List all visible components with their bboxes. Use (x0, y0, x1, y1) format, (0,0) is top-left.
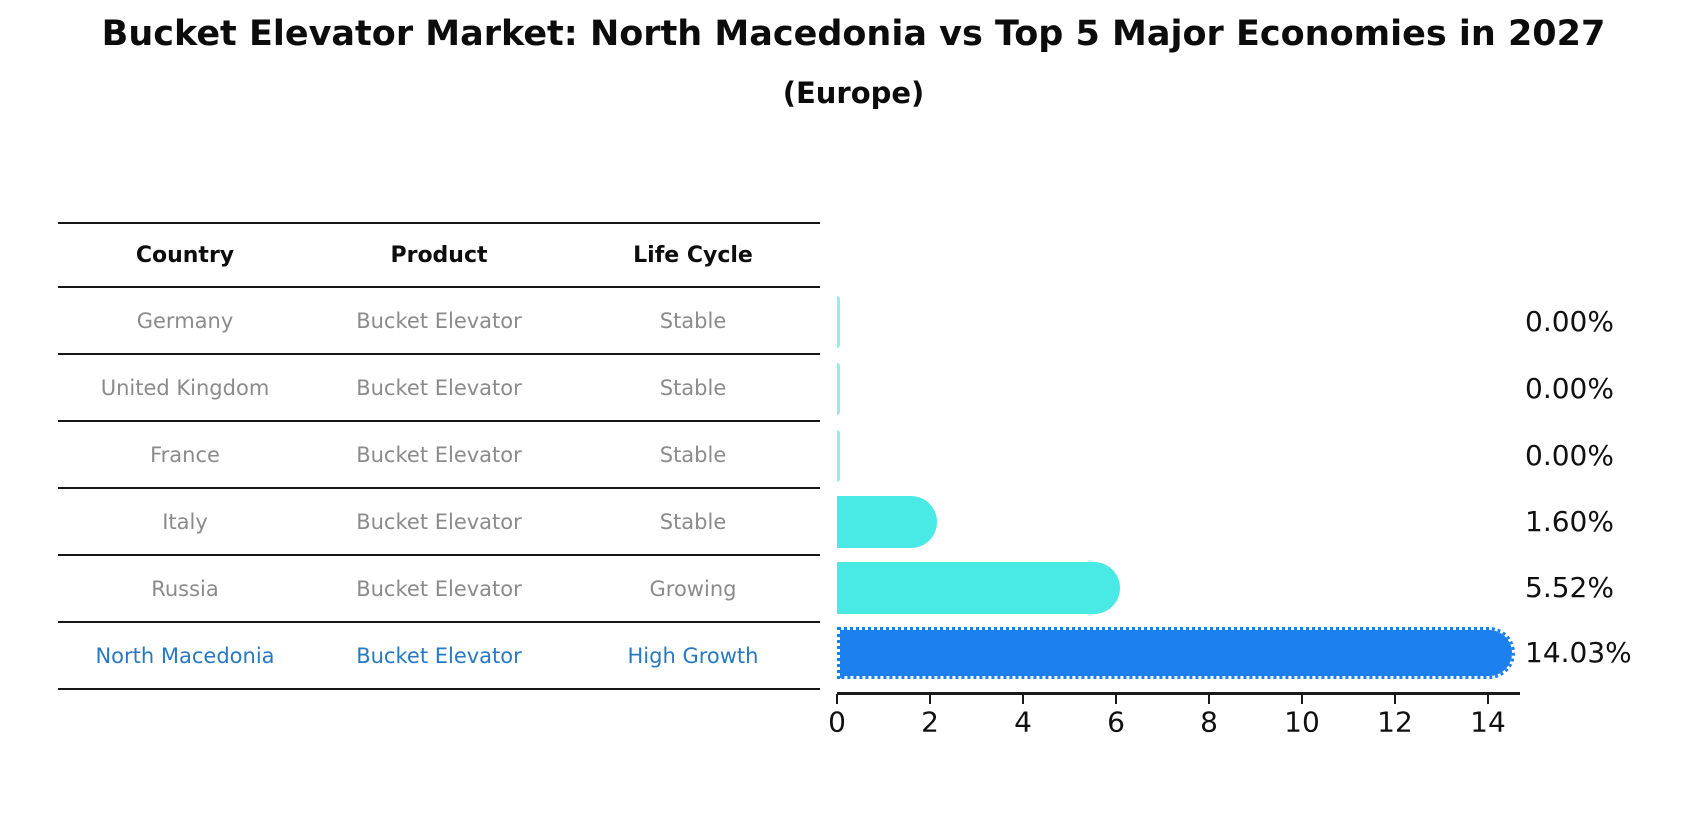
cell-country: France (150, 442, 220, 467)
x-tick-label: 12 (1377, 705, 1413, 739)
cell-country: North Macedonia (95, 643, 275, 668)
cell-life-cycle: High Growth (627, 643, 759, 668)
table-row-italy: Italy Bucket Elevator Stable (58, 489, 820, 556)
table-row-germany: Germany Bucket Elevator Stable (58, 288, 820, 355)
cell-product: Bucket Elevator (356, 643, 522, 668)
chart-subtitle: (Europe) (782, 76, 925, 110)
cell-product: Bucket Elevator (356, 442, 522, 467)
x-tick-mark (1394, 694, 1396, 704)
cell-product: Bucket Elevator (356, 308, 522, 333)
bar-value-label: 1.60% (1525, 504, 1614, 538)
bar-germany (837, 296, 840, 348)
bar-value-label: 0.00% (1525, 371, 1614, 405)
x-tick-label: 2 (921, 705, 939, 739)
bar-france (837, 430, 840, 482)
cell-product: Bucket Elevator (356, 509, 522, 534)
x-tick-mark (1301, 694, 1303, 704)
x-tick-label: 8 (1200, 705, 1218, 739)
table-row-russia: Russia Bucket Elevator Growing (58, 556, 820, 623)
bar-italy (837, 496, 938, 548)
cell-life-cycle: Stable (659, 375, 727, 400)
x-axis-line (837, 692, 1520, 695)
col-header-product: Product (390, 242, 488, 268)
x-tick-label: 14 (1470, 705, 1506, 739)
cell-life-cycle: Stable (659, 509, 727, 534)
bar-value-label: 14.03% (1525, 635, 1632, 669)
cell-life-cycle: Stable (659, 308, 727, 333)
cell-country: United Kingdom (100, 375, 270, 400)
cell-life-cycle: Growing (649, 576, 737, 601)
x-tick-label: 0 (828, 705, 846, 739)
bar-north-macedonia (837, 627, 1516, 679)
cell-life-cycle: Stable (659, 442, 727, 467)
x-tick-mark (1115, 694, 1117, 704)
x-tick-label: 6 (1107, 705, 1125, 739)
table-row-united-kingdom: United Kingdom Bucket Elevator Stable (58, 355, 820, 422)
bar-value-label: 0.00% (1525, 438, 1614, 472)
bar-value-label: 5.52% (1525, 570, 1614, 604)
x-tick-mark (836, 694, 838, 704)
col-header-country: Country (135, 242, 235, 268)
x-tick-label: 4 (1014, 705, 1032, 739)
bar-russia (837, 562, 1120, 614)
chart-title: Bucket Elevator Market: North Macedonia … (101, 14, 1606, 54)
market-table: Country Product Life Cycle Germany Bucke… (58, 222, 820, 690)
cell-country: Russia (151, 576, 219, 601)
bar-united-kingdom (837, 363, 840, 415)
x-tick-label: 10 (1284, 705, 1320, 739)
x-tick-mark (1022, 694, 1024, 704)
table-row-north-macedonia: North Macedonia Bucket Elevator High Gro… (58, 623, 820, 690)
bar-value-label: 0.00% (1525, 304, 1614, 338)
x-tick-mark (1487, 694, 1489, 704)
table-header-row: Country Product Life Cycle (58, 222, 820, 288)
x-tick-mark (1208, 694, 1210, 704)
x-tick-mark (929, 694, 931, 704)
col-header-life-cycle: Life Cycle (633, 242, 753, 268)
cell-product: Bucket Elevator (356, 576, 522, 601)
cell-product: Bucket Elevator (356, 375, 522, 400)
table-row-france: France Bucket Elevator Stable (58, 422, 820, 489)
cell-country: Italy (162, 509, 208, 534)
cell-country: Germany (136, 308, 234, 333)
